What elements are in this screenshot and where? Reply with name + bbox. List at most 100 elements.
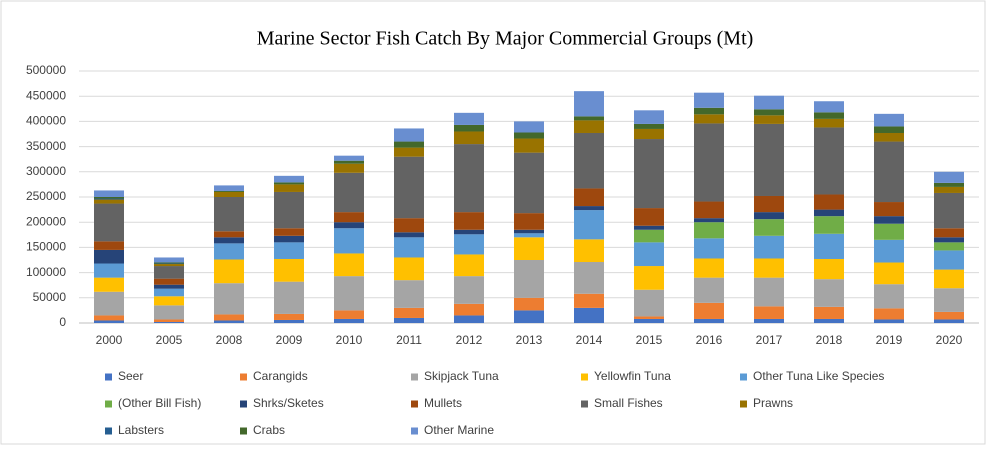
y-tick-label: 350000 xyxy=(26,139,66,153)
bar-segment xyxy=(934,311,964,320)
bar-segment xyxy=(214,259,244,284)
bar-segment xyxy=(394,156,424,219)
bar-segment xyxy=(394,280,424,308)
x-tick-label: 2014 xyxy=(576,333,603,347)
bar-segment xyxy=(754,109,784,116)
bar-segment xyxy=(574,206,604,211)
bar-segment xyxy=(814,318,844,323)
bar-segment xyxy=(574,293,604,308)
bar-segment xyxy=(274,184,304,192)
bar-segment xyxy=(454,303,484,316)
bar-segment xyxy=(934,182,964,187)
bar-segment xyxy=(154,257,184,263)
bar-segment xyxy=(694,238,724,259)
bar-segment xyxy=(874,308,904,320)
legend-swatch xyxy=(240,427,247,435)
bar-segment xyxy=(94,198,124,200)
bar-segment xyxy=(394,307,424,318)
bar-segment xyxy=(934,288,964,312)
bar-segment xyxy=(454,254,484,277)
bar-segment xyxy=(214,237,244,244)
x-tick-label: 2000 xyxy=(96,333,123,347)
bar-segment xyxy=(754,195,784,213)
bar-segment xyxy=(754,212,784,220)
bar-segment xyxy=(454,212,484,230)
bar-segment xyxy=(754,95,784,110)
x-tick-label: 2020 xyxy=(936,333,963,347)
x-tick-label: 2013 xyxy=(516,333,543,347)
y-tick-label: 200000 xyxy=(26,214,66,228)
bar-segment xyxy=(334,212,364,223)
legend-swatch xyxy=(411,400,418,408)
bar-segment xyxy=(574,307,604,323)
bar-segment xyxy=(814,127,844,195)
bar-segment xyxy=(154,288,184,297)
bar-segment xyxy=(874,239,904,263)
bar-segment xyxy=(334,253,364,277)
bar-segment xyxy=(814,233,844,259)
y-tick-label: 150000 xyxy=(26,240,66,254)
bar-segment xyxy=(814,216,844,234)
bar-segment xyxy=(694,222,724,239)
bar-segment xyxy=(274,191,304,229)
bar-segment xyxy=(814,258,844,280)
bar-segment xyxy=(274,313,304,320)
bar-segment xyxy=(754,318,784,323)
bar-segment xyxy=(394,232,424,238)
bar-segment xyxy=(754,219,784,236)
bar-segment xyxy=(874,132,904,142)
bar-segment xyxy=(274,319,304,323)
bar-segment xyxy=(814,209,844,217)
bar-segment xyxy=(454,144,484,213)
bar-segment xyxy=(274,242,304,259)
bar-segment xyxy=(754,123,784,196)
bar-segment xyxy=(334,318,364,323)
legend-swatch xyxy=(240,373,247,381)
bar-segment xyxy=(514,152,544,214)
legend-swatch xyxy=(411,373,418,381)
bar-segment xyxy=(634,316,664,319)
bar-segment xyxy=(574,239,604,263)
bar-segment xyxy=(514,121,544,133)
y-tick-label: 250000 xyxy=(26,189,66,203)
bar-segment xyxy=(214,191,244,197)
bar-segment xyxy=(394,257,424,281)
y-tick-label: 500000 xyxy=(26,63,66,77)
bar-segment xyxy=(634,139,664,209)
bar-segment xyxy=(814,306,844,319)
bar-segment xyxy=(334,276,364,311)
bar-segment xyxy=(934,186,964,193)
bar-segment xyxy=(694,123,724,202)
bar-segment xyxy=(754,235,784,259)
bar-segment xyxy=(874,216,904,224)
bar-segment xyxy=(814,118,844,128)
bar-segment xyxy=(274,175,304,183)
legend-label: Carangids xyxy=(253,369,308,383)
x-tick-label: 2016 xyxy=(696,333,723,347)
bar-segment xyxy=(514,213,544,230)
y-tick-label: 300000 xyxy=(26,164,66,178)
bar-segment xyxy=(214,185,244,191)
bar-segment xyxy=(94,197,124,199)
bar-segment xyxy=(154,319,184,322)
x-tick-label: 2010 xyxy=(336,333,363,347)
y-tick-label: 100000 xyxy=(26,265,66,279)
legend-label: Crabs xyxy=(253,423,285,437)
bar-segment xyxy=(754,306,784,319)
bar-segment xyxy=(934,242,964,251)
bar-segment xyxy=(934,192,964,229)
legend-swatch xyxy=(411,427,418,435)
bar-segment xyxy=(154,296,184,306)
bar-segment xyxy=(514,297,544,311)
bar-segment xyxy=(814,279,844,307)
bar-segment xyxy=(274,281,304,314)
bar-segment xyxy=(454,315,484,323)
bar-segment xyxy=(214,283,244,315)
bar-segment xyxy=(634,123,664,129)
bar-segment xyxy=(334,163,364,173)
bar-segment xyxy=(574,210,604,240)
bar-segment xyxy=(634,110,664,124)
legend-swatch xyxy=(240,400,247,408)
bar-segment xyxy=(694,201,724,219)
bar-segment xyxy=(634,128,664,140)
